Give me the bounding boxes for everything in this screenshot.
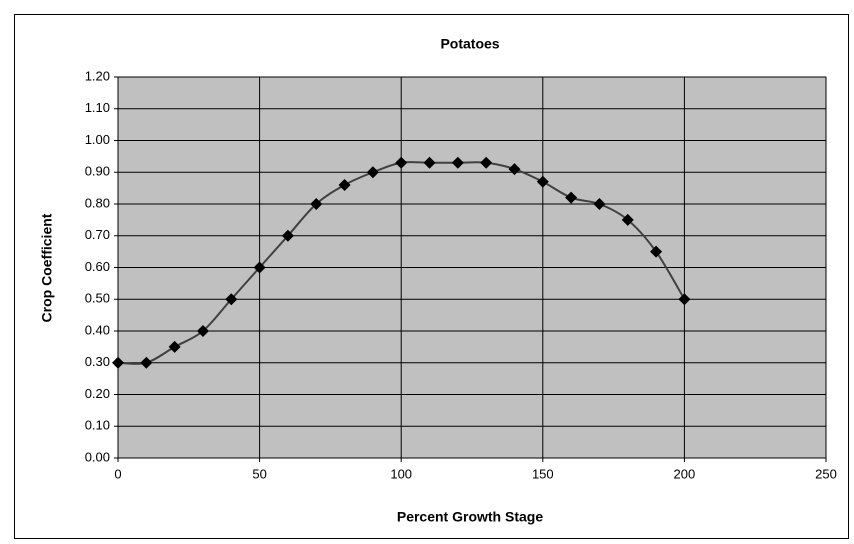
marker bbox=[281, 229, 294, 242]
marker bbox=[366, 166, 379, 179]
y-tick-label: 0.70 bbox=[85, 227, 110, 242]
marker bbox=[310, 198, 323, 210]
x-tick-label: 250 bbox=[815, 466, 837, 481]
y-tick-label: 0.00 bbox=[85, 449, 110, 464]
y-tick-label: 0.60 bbox=[85, 259, 110, 274]
x-tick-label: 50 bbox=[252, 466, 266, 481]
y-tick-label: 1.20 bbox=[85, 68, 110, 83]
marker bbox=[225, 293, 238, 306]
chart-title: Potatoes bbox=[440, 36, 499, 52]
x-axis-label: Percent Growth Stage bbox=[397, 509, 543, 525]
y-tick-label: 0.20 bbox=[85, 386, 110, 401]
marker bbox=[140, 356, 153, 369]
y-tick-label: 1.00 bbox=[85, 132, 110, 147]
marker bbox=[565, 191, 578, 204]
x-tick-label: 200 bbox=[674, 466, 696, 481]
marker bbox=[423, 156, 436, 169]
marker bbox=[196, 325, 209, 337]
x-tick-label: 100 bbox=[390, 466, 412, 481]
x-tick-label: 0 bbox=[114, 466, 121, 481]
marker bbox=[395, 156, 408, 169]
y-tick-label: 0.90 bbox=[85, 164, 110, 179]
marker bbox=[508, 163, 521, 176]
marker bbox=[451, 156, 464, 169]
y-tick-label: 0.50 bbox=[85, 291, 110, 306]
y-tick-label: 0.80 bbox=[85, 195, 110, 210]
y-tick-label: 0.40 bbox=[85, 322, 110, 337]
marker bbox=[678, 293, 691, 306]
y-tick-label: 0.10 bbox=[85, 418, 110, 433]
marker bbox=[650, 245, 663, 258]
marker bbox=[338, 178, 351, 191]
marker bbox=[536, 175, 549, 188]
marker bbox=[112, 356, 124, 369]
y-axis-label: Crop Coefficient bbox=[39, 213, 55, 322]
marker bbox=[168, 340, 181, 353]
marker bbox=[253, 261, 266, 274]
marker bbox=[621, 213, 634, 226]
y-tick-label: 0.30 bbox=[85, 354, 110, 369]
marker bbox=[480, 156, 493, 169]
marker bbox=[593, 198, 606, 210]
x-tick-label: 150 bbox=[532, 466, 554, 481]
y-tick-label: 1.10 bbox=[85, 100, 110, 115]
